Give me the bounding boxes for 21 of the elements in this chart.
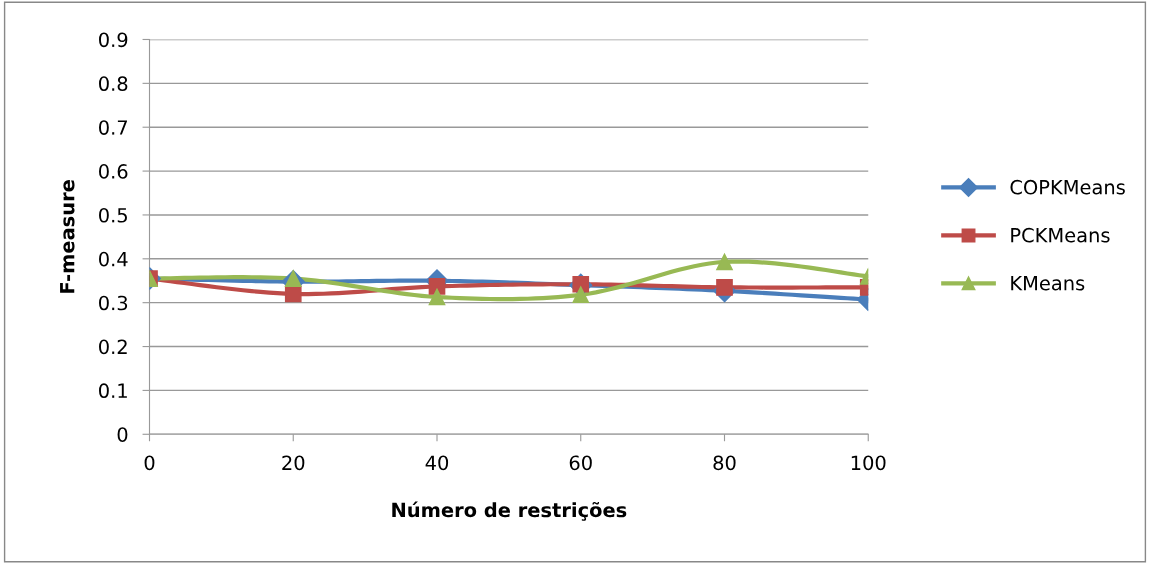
- y-tick-label: 0.9: [99, 32, 128, 48]
- x-tick-label: 0: [144, 455, 155, 471]
- x-tick-label: 100: [851, 455, 886, 471]
- x-axis-title: Número de restrições: [392, 501, 627, 521]
- y-tick-label: 0.3: [99, 295, 128, 311]
- y-tick-label: 0.5: [99, 207, 127, 223]
- y-tick-label: 0.4: [99, 251, 128, 267]
- legend-label: PCKMeans: [1011, 227, 1110, 243]
- y-tick-label: 0.7: [99, 120, 128, 135]
- x-tick-label: 60: [569, 455, 592, 471]
- legend-label: COPKMeans: [1010, 179, 1125, 195]
- y-axis-title: F-measure: [60, 180, 75, 293]
- y-tick-label: 0.6: [99, 164, 128, 179]
- y-tick-label: 0: [117, 427, 128, 442]
- x-tick-label: 40: [425, 455, 449, 471]
- legend-label: KMeans: [1011, 276, 1085, 291]
- y-tick-label: 0.1: [99, 383, 127, 399]
- y-tick-label: 0.8: [99, 76, 128, 92]
- x-tick-label: 80: [713, 455, 736, 471]
- x-tick-label: 20: [282, 455, 305, 471]
- y-tick-label: 0.2: [99, 339, 127, 355]
